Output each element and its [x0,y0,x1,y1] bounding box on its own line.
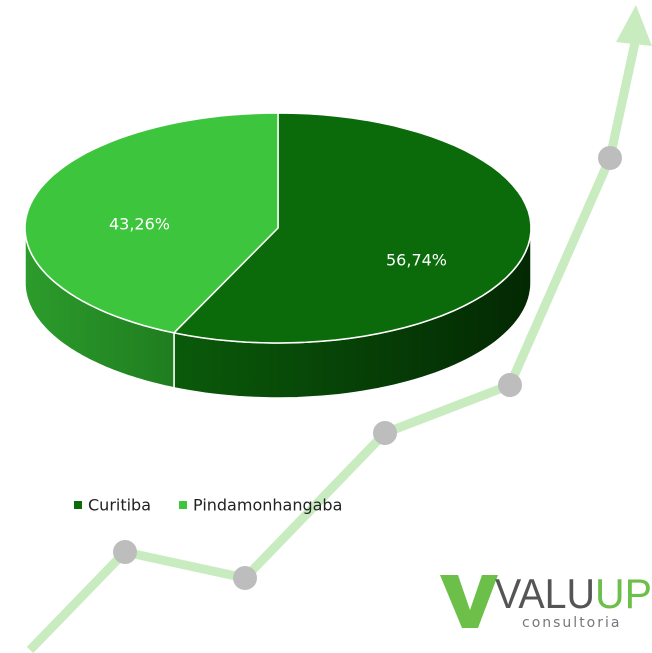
trend-dot [233,566,257,590]
pie: 56,74% 43,26% [24,112,532,399]
legend-label: Curitiba [88,496,151,515]
logo-tagline: consultoria [522,615,621,631]
background-arrow [26,5,652,653]
logo-name: UP [595,570,652,617]
legend: Curitiba Pindamonhangaba [74,496,342,515]
legend-swatch [74,501,82,509]
logo-name: VALU [495,570,595,617]
trend-dot [113,540,137,564]
data-label: 43,26% [109,214,170,233]
trend-dot [598,146,622,170]
trend-dot [498,373,522,397]
logo-mark [440,575,498,628]
arrow-head [616,5,652,46]
trend-dot [373,421,397,445]
slice [24,112,279,334]
legend-swatch [179,501,188,509]
logo: VALU UP consultoria [440,570,652,631]
legend-label: Pindamonhangaba [193,496,342,515]
slice [172,112,532,344]
data-label: 56,74% [386,251,447,270]
